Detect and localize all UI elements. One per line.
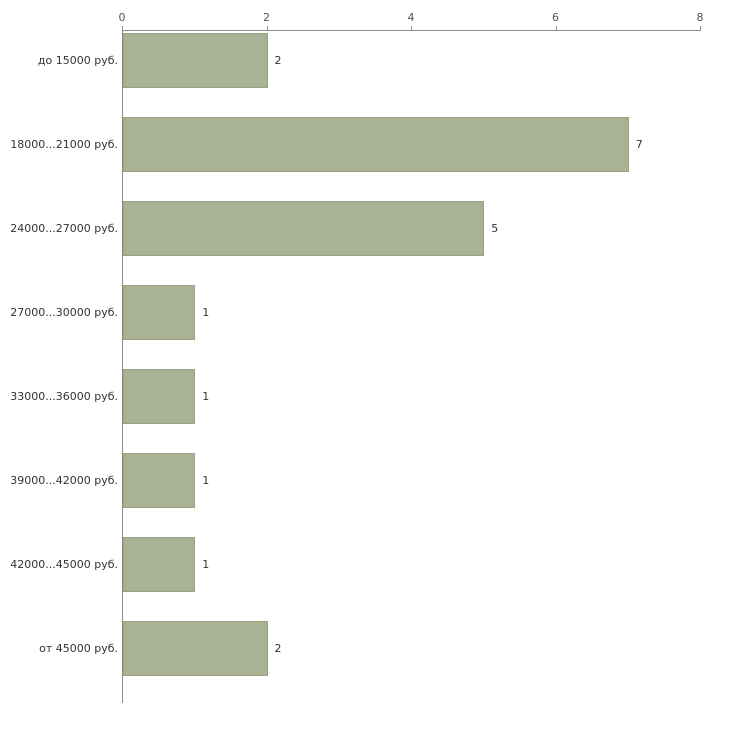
- value-label: 1: [202, 558, 210, 571]
- bar: [123, 201, 485, 256]
- value-label: 2: [274, 54, 282, 67]
- bar-row: 42000...45000 руб. 1: [0, 534, 730, 618]
- bar-row: 39000...42000 руб. 1: [0, 450, 730, 534]
- category-label: 39000...42000 руб.: [10, 474, 118, 487]
- bar: [123, 285, 196, 340]
- x-tick-label: 8: [696, 11, 704, 24]
- x-tick-mark: [411, 26, 412, 31]
- category-label: 27000...30000 руб.: [10, 306, 118, 319]
- bar-row: до 15000 руб. 2: [0, 30, 730, 114]
- bar: [123, 453, 196, 508]
- x-tick-mark: [700, 26, 701, 31]
- bar-row: от 45000 руб. 2: [0, 618, 730, 702]
- category-label: до 15000 руб.: [37, 54, 118, 67]
- value-label: 1: [202, 474, 210, 487]
- x-tick-mark: [555, 26, 557, 31]
- bar: [123, 117, 629, 172]
- bar: [123, 369, 196, 424]
- x-tick-label: 0: [118, 11, 126, 24]
- value-label: 1: [202, 306, 210, 319]
- bar-row: 18000...21000 руб. 7: [0, 114, 730, 198]
- bar: [123, 537, 196, 592]
- category-label: от 45000 руб.: [39, 642, 118, 655]
- y-axis-line: [122, 30, 123, 703]
- category-label: 18000...21000 руб.: [10, 138, 118, 151]
- category-label: 42000...45000 руб.: [10, 558, 118, 571]
- bar-row: 27000...30000 руб. 1: [0, 282, 730, 366]
- x-tick-label: 4: [407, 11, 415, 24]
- x-tick-label: 6: [552, 11, 559, 24]
- value-label: 1: [202, 390, 210, 403]
- value-label: 7: [635, 138, 643, 151]
- value-label: 2: [274, 642, 282, 655]
- bar: [123, 33, 268, 88]
- value-label: 5: [491, 222, 499, 235]
- category-label: 24000...27000 руб.: [10, 222, 118, 235]
- x-tick-mark: [266, 26, 268, 31]
- x-tick-mark: [122, 26, 123, 31]
- bar-row: 24000...27000 руб. 5: [0, 198, 730, 282]
- category-label: 33000...36000 руб.: [10, 390, 118, 403]
- bar-row: 33000...36000 руб. 1: [0, 366, 730, 450]
- bar: [123, 621, 268, 676]
- x-tick-label: 2: [263, 11, 270, 24]
